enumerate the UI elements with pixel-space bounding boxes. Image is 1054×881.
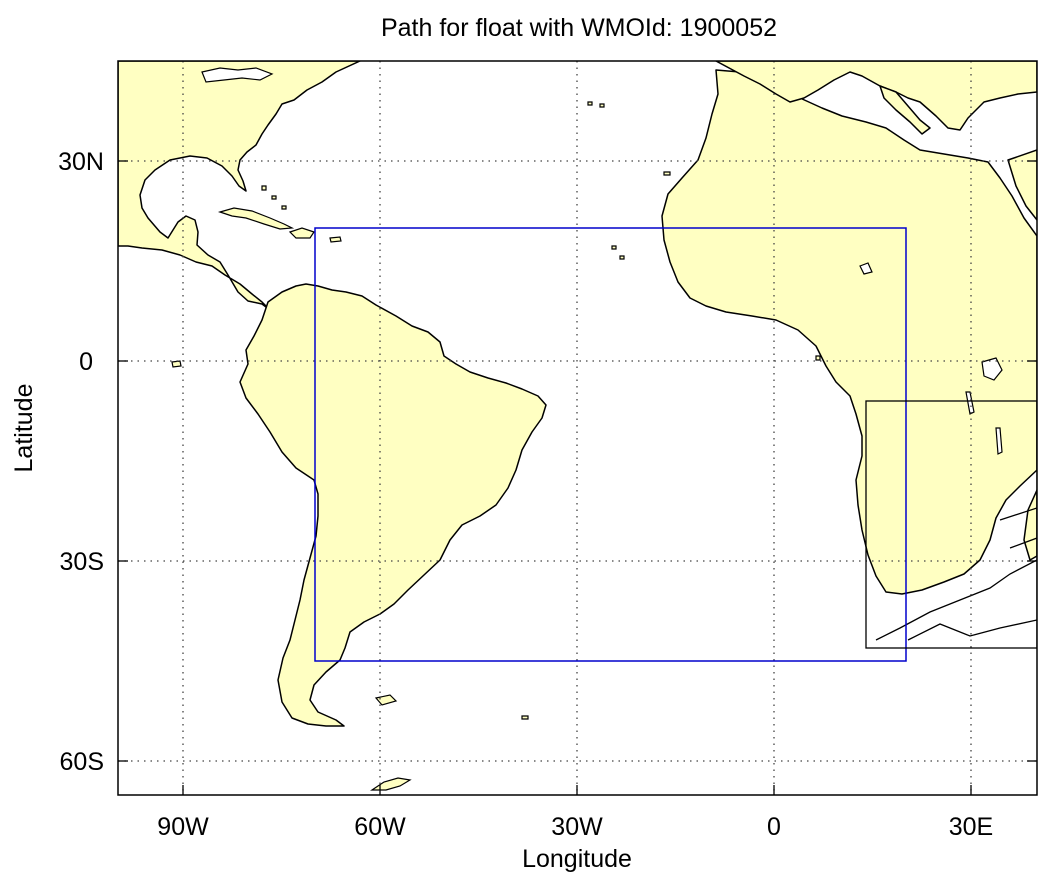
graticule: [118, 61, 1037, 795]
antarctic-fragment: [370, 777, 412, 791]
africa-land: [661, 69, 1037, 595]
south-america-land: [239, 283, 547, 727]
x-tick-label: 0: [767, 813, 781, 841]
x-tick-label: 30W: [551, 813, 603, 841]
land-layer: [118, 61, 1037, 791]
y-tick-label: 0: [79, 348, 93, 376]
galapagos-island: [171, 360, 182, 368]
x-tick-label: 60W: [354, 813, 406, 841]
italy-land: [879, 85, 931, 135]
y-tick-label: 30N: [58, 148, 104, 176]
cape-verde-island: [611, 245, 625, 260]
lake-chad: [859, 262, 873, 275]
lake-tanganyika: [965, 391, 975, 415]
europe-land: [715, 61, 1037, 131]
north-america-land: [118, 61, 361, 311]
sub-region-box: [865, 400, 1037, 649]
x-tick-label: 30E: [949, 813, 993, 841]
canary-island: [663, 171, 671, 176]
search-region-box: [314, 227, 907, 662]
y-axis-title: Latitude: [10, 384, 38, 473]
cuba-island: [217, 207, 295, 230]
bahamas-island: [261, 185, 287, 210]
great-lakes: [201, 67, 274, 83]
lake-malawi: [995, 427, 1003, 455]
y-tick-labels: 30N 0 30S 60S: [58, 148, 104, 776]
x-tick-label: 90W: [157, 813, 209, 841]
tick-marks: [118, 160, 1037, 795]
x-axis-title: Longitude: [522, 845, 632, 873]
south-georgia-island: [521, 715, 529, 720]
y-tick-label: 30S: [60, 548, 104, 576]
bioko-island: [815, 355, 821, 361]
map-title: Path for float with WMOId: 1900052: [381, 14, 777, 42]
azores-island: [587, 101, 605, 108]
y-tick-label: 60S: [60, 748, 104, 776]
x-tick-labels: 90W 60W 30W 0 30E: [157, 813, 993, 841]
southern-fronts: [875, 507, 1037, 641]
puerto-rico-island: [329, 236, 342, 243]
madagascar-island: [1023, 489, 1037, 561]
hispaniola-island: [288, 227, 315, 239]
falklands-island: [374, 694, 398, 706]
arabia-land: [1007, 149, 1037, 221]
lake-victoria: [981, 357, 1003, 381]
